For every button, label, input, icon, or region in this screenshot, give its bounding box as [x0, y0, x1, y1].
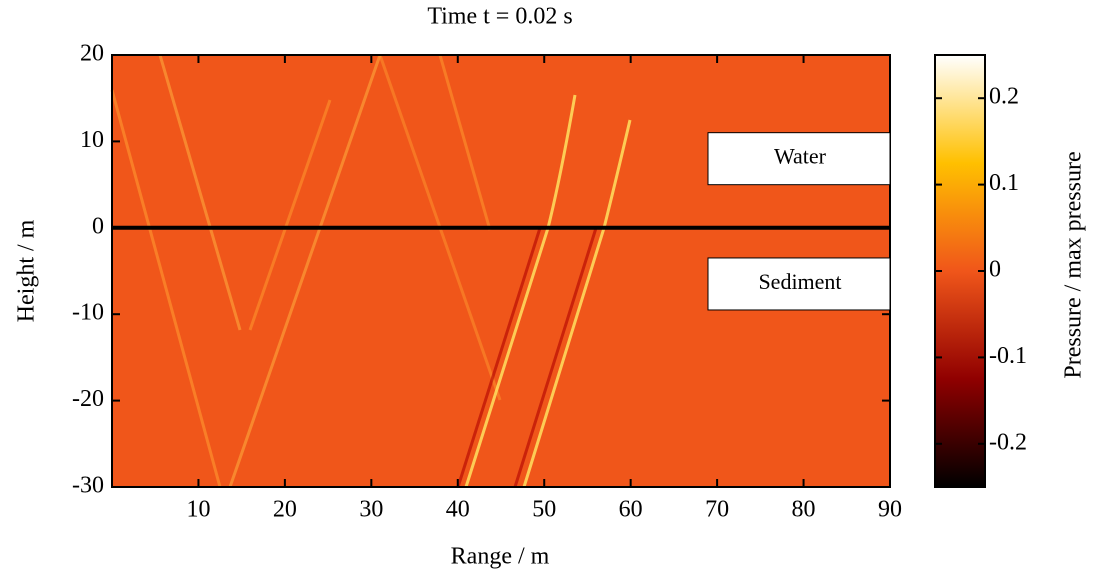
y-tick-label: -20	[72, 386, 104, 412]
x-axis-label: Range / m	[451, 544, 550, 570]
wavefront	[158, 54, 242, 331]
colorbar-tick-label: -0.1	[989, 343, 1027, 369]
x-tick-label: 60	[619, 497, 643, 523]
y-tick-label: -10	[72, 300, 104, 326]
wavefront	[522, 119, 632, 488]
x-tick-label: 10	[186, 497, 210, 523]
colorbar-tick-label: 0.1	[989, 170, 1019, 196]
colorbar-tick-label: 0.2	[989, 84, 1019, 110]
wavefronts	[110, 54, 632, 488]
wavefront	[438, 54, 492, 231]
y-tick-label: 10	[80, 127, 104, 153]
colorbar-label: Pressure / max pressure	[1061, 151, 1087, 378]
y-axis-label: Height / m	[14, 219, 40, 322]
x-tick-label: 40	[446, 497, 470, 523]
y-tick-label: 20	[80, 41, 104, 67]
chart-title: Time t = 0.02 s	[427, 4, 572, 30]
colorbar	[934, 54, 986, 488]
annotation-box	[707, 132, 891, 186]
wavefront	[464, 94, 577, 488]
x-tick-label: 70	[705, 497, 729, 523]
colorbar-tick-label: 0	[989, 257, 1001, 283]
wavefront	[110, 89, 222, 488]
x-tick-label: 90	[878, 497, 902, 523]
wavefront	[248, 99, 332, 331]
y-tick-label: 0	[92, 213, 104, 239]
x-tick-label: 80	[792, 497, 816, 523]
annotation: Water	[774, 144, 827, 169]
wavefront	[456, 227, 542, 488]
annotation: Sediment	[758, 269, 841, 294]
annotation-box	[707, 257, 891, 311]
x-tick-label: 50	[532, 497, 556, 523]
wavefront	[513, 227, 598, 488]
wavefront	[228, 54, 382, 488]
x-tick-label: 20	[273, 497, 297, 523]
x-tick-label: 30	[359, 497, 383, 523]
colorbar-tick-label: -0.2	[989, 429, 1027, 455]
y-tick-label: -30	[72, 473, 104, 499]
